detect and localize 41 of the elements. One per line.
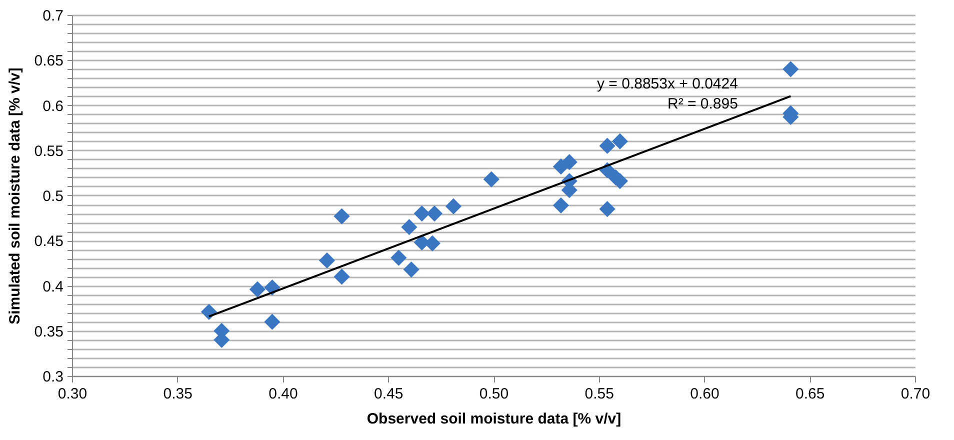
x-axis-title: Observed soil moisture data [% v/v] (366, 410, 622, 428)
point (445, 198, 462, 214)
x-tick-label: 0.40 (268, 386, 298, 402)
point (334, 268, 350, 285)
annotation: y = 0.8853x + 0.0424 (597, 76, 738, 93)
y-tick-label: 0.55 (34, 142, 64, 160)
x-tick-label: 0.70 (900, 386, 930, 402)
point (264, 314, 280, 330)
point (403, 261, 420, 278)
point (334, 208, 350, 224)
point (561, 154, 578, 170)
point (426, 205, 443, 222)
y-tick-label: 0.65 (34, 52, 64, 70)
point (401, 219, 418, 236)
x-tick-label: 0.45 (374, 386, 404, 402)
point (390, 250, 407, 266)
point (249, 281, 266, 298)
x-tick-label: 0.60 (690, 386, 720, 402)
point (599, 200, 616, 218)
y-tick-label: 0.3 (42, 368, 64, 386)
point (318, 252, 336, 269)
point (200, 304, 218, 320)
point (599, 138, 616, 154)
y-tick-label: 0.6 (42, 98, 64, 115)
y-tick-label: 0.5 (42, 188, 64, 205)
y-tick-label: 0.35 (34, 323, 64, 340)
y-tick-label: 0.45 (34, 233, 64, 250)
point (483, 171, 500, 188)
point (552, 197, 569, 214)
annotation: R² = 0.895 (668, 96, 738, 113)
y-axis-title: Simulated soil moisture data [% v/v] (6, 68, 24, 324)
x-tick-label: 0.65 (796, 386, 825, 402)
x-tick-label: 0.30 (58, 386, 88, 402)
y-tick-label: 0.7 (42, 8, 64, 24)
point (612, 133, 628, 150)
x-tick-label: 0.35 (163, 386, 192, 402)
x-tick-label: 0.55 (584, 386, 614, 402)
y-tick-label: 0.4 (42, 278, 64, 296)
point (782, 61, 799, 78)
point (414, 205, 430, 222)
x-tick-label: 0.50 (479, 386, 509, 402)
